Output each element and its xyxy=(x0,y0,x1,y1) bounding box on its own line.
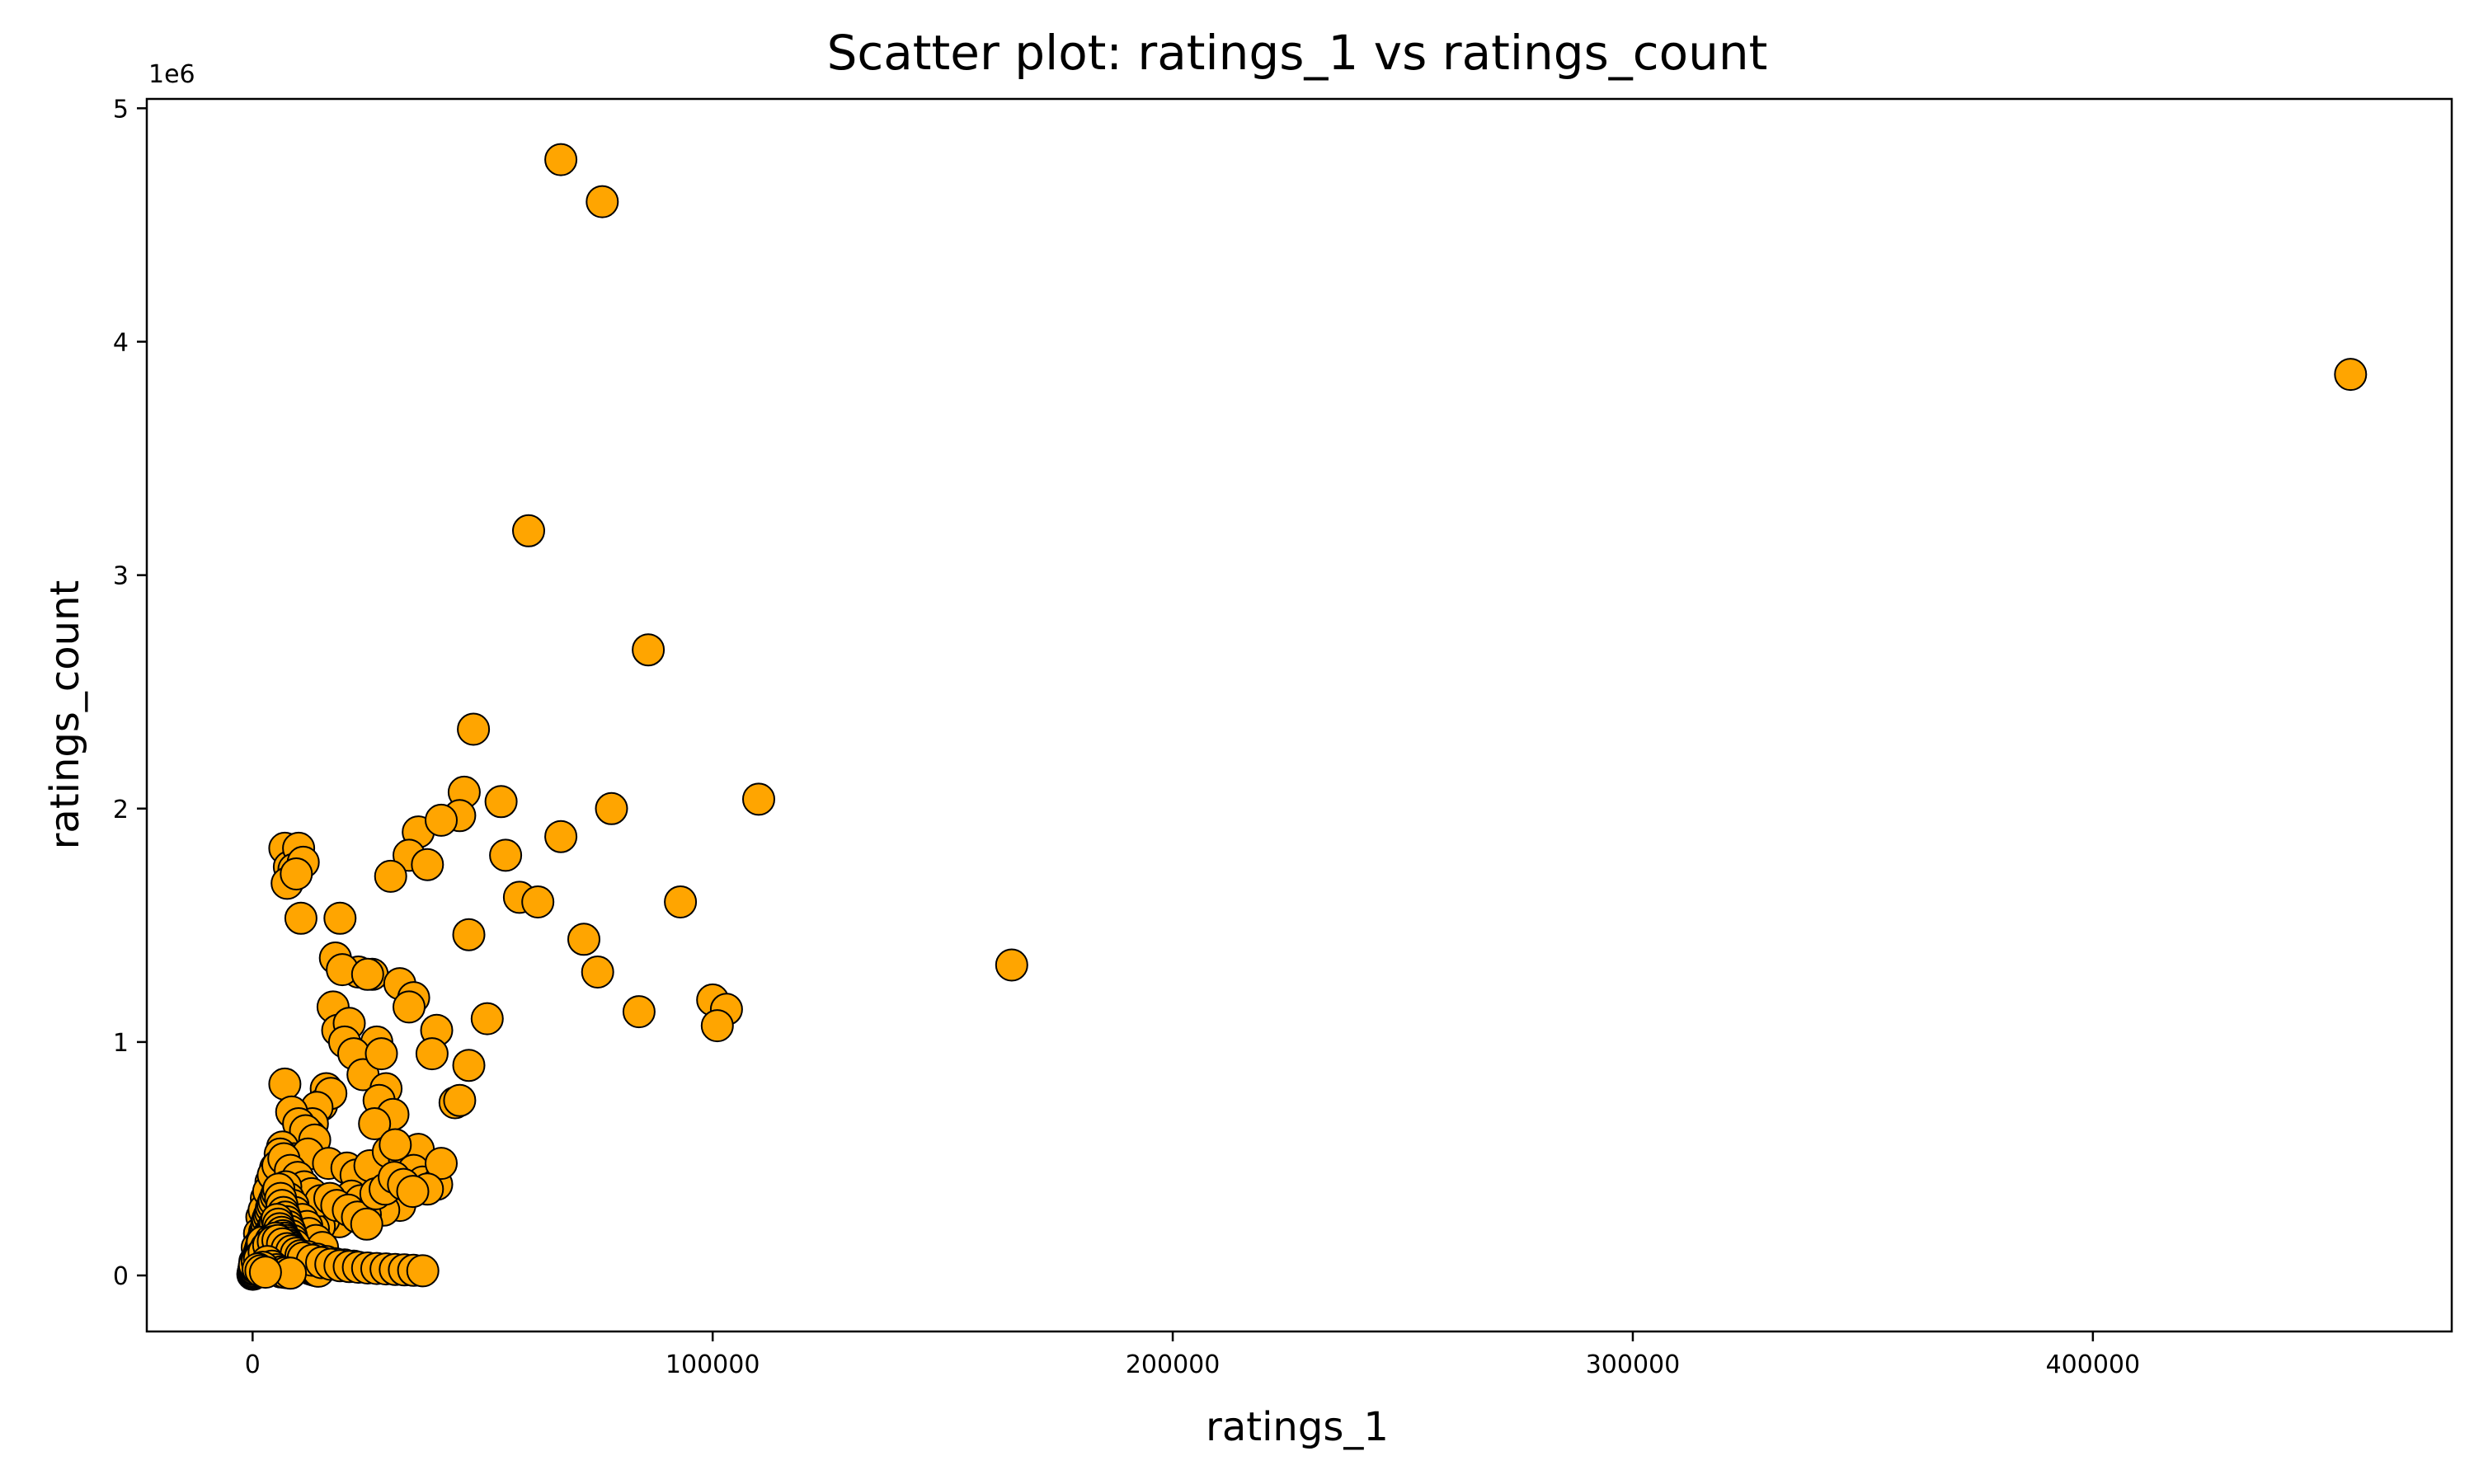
x-tick-label: 400000 xyxy=(2046,1350,2141,1379)
y-tick-label: 0 xyxy=(113,1262,129,1291)
data-point xyxy=(284,901,317,935)
y-axis-label: ratings_count xyxy=(42,580,88,850)
data-point xyxy=(521,885,555,918)
data-point xyxy=(489,838,523,872)
data-point xyxy=(443,1083,477,1117)
data-point xyxy=(484,785,518,819)
data-point xyxy=(411,848,444,881)
data-point xyxy=(544,819,578,853)
x-axis: 0 100000 200000 300000 400000 xyxy=(245,1331,2140,1379)
x-axis-label: ratings_1 xyxy=(1206,1404,1389,1450)
y-tick-label: 2 xyxy=(113,796,129,824)
x-tick-label: 100000 xyxy=(666,1350,760,1379)
data-point xyxy=(595,791,628,825)
data-point xyxy=(248,1256,282,1289)
data-point xyxy=(567,923,600,956)
y-offset-label: 1e6 xyxy=(148,60,195,89)
data-point xyxy=(393,990,426,1024)
data-point xyxy=(323,901,357,935)
data-point xyxy=(512,514,545,547)
data-point xyxy=(379,1128,412,1162)
y-axis: 0 1 2 3 4 5 xyxy=(113,95,147,1291)
data-point xyxy=(700,1009,734,1043)
data-point xyxy=(268,1067,302,1101)
data-point xyxy=(358,1107,392,1140)
data-point xyxy=(365,1037,398,1071)
data-point xyxy=(350,957,384,991)
data-point xyxy=(470,1002,504,1036)
data-point xyxy=(374,859,407,893)
data-point xyxy=(396,1175,430,1209)
data-point xyxy=(632,633,666,667)
data-point xyxy=(425,803,458,837)
chart-title: Scatter plot: ratings_1 vs ratings_count xyxy=(827,25,1768,81)
data-point xyxy=(622,995,656,1029)
y-tick-label: 3 xyxy=(113,562,129,591)
x-tick-label: 300000 xyxy=(1586,1350,1681,1379)
x-tick-label: 0 xyxy=(245,1350,261,1379)
data-point xyxy=(280,857,313,890)
plot-frame xyxy=(145,97,2453,1333)
data-point xyxy=(742,782,775,816)
data-point xyxy=(457,712,491,746)
data-point xyxy=(586,185,619,218)
data-point xyxy=(350,1207,383,1241)
data-point xyxy=(581,956,614,989)
data-point xyxy=(2334,358,2368,392)
data-point xyxy=(664,885,698,918)
y-tick-label: 1 xyxy=(113,1029,129,1058)
x-tick-label: 200000 xyxy=(1126,1350,1221,1379)
data-point xyxy=(995,948,1028,982)
data-point xyxy=(425,1147,458,1181)
data-point xyxy=(406,1254,440,1288)
points-layer xyxy=(236,143,2368,1291)
y-tick-label: 4 xyxy=(113,328,129,357)
data-point xyxy=(544,143,578,176)
data-point xyxy=(415,1037,449,1071)
y-tick-label: 5 xyxy=(113,95,129,124)
data-point xyxy=(452,918,486,951)
data-point xyxy=(452,1049,486,1082)
